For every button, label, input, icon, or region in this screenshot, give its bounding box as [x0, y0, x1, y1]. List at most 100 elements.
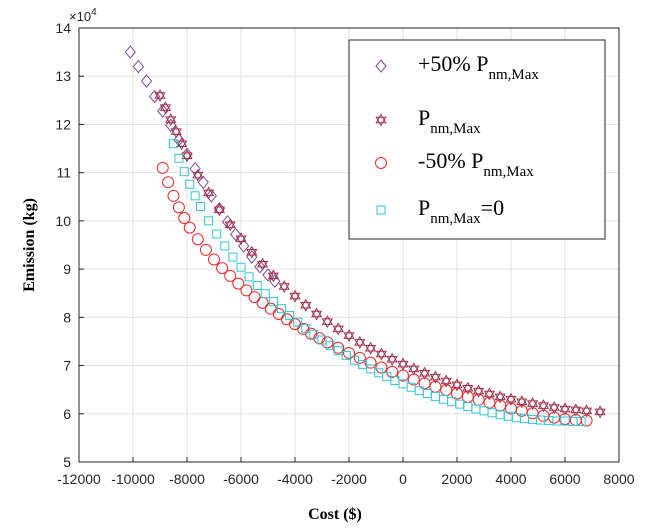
data-point — [289, 289, 301, 303]
data-point-part — [375, 347, 388, 358]
data-point — [224, 218, 236, 232]
data-point-part — [418, 366, 431, 377]
data-point — [580, 404, 593, 418]
data-point-part — [246, 245, 258, 256]
data-point — [165, 118, 177, 133]
data-point — [197, 175, 209, 190]
data-point-part — [165, 116, 177, 127]
data-point-part — [516, 395, 528, 405]
data-point — [256, 257, 269, 271]
data-point — [185, 179, 195, 189]
data-point — [178, 211, 191, 224]
data-point-part — [224, 218, 236, 228]
data-point — [537, 399, 550, 413]
data-point — [159, 101, 172, 115]
y-multiplier: ×104 — [69, 7, 97, 24]
data-point — [212, 229, 222, 239]
x-tick-label: 2000 — [441, 471, 472, 487]
data-point — [397, 357, 409, 371]
data-point — [191, 233, 204, 246]
data-point-part — [321, 318, 334, 329]
data-point-part — [213, 203, 226, 214]
data-point — [165, 113, 177, 127]
data-point-part — [440, 374, 452, 385]
y-tick-label: 9 — [63, 261, 71, 277]
data-point-part — [181, 152, 193, 163]
data-point — [240, 284, 253, 297]
data-point-part — [505, 392, 517, 403]
y-tick-label: 5 — [63, 454, 71, 470]
data-point — [196, 201, 205, 211]
legend-marker-2-part — [375, 116, 387, 127]
data-point — [301, 323, 311, 333]
data-point — [224, 269, 237, 282]
data-point-part — [375, 350, 388, 361]
legend-subscript: nm,Max — [430, 211, 481, 227]
data-point — [213, 203, 226, 217]
data-point — [576, 416, 586, 426]
x-tick-label: -8000 — [169, 471, 205, 487]
y-axis-label: Emission (kg) — [21, 198, 38, 292]
data-point — [229, 227, 242, 242]
data-point — [321, 315, 334, 329]
data-point-part — [343, 332, 355, 343]
data-point — [317, 335, 327, 345]
data-point-part — [300, 302, 312, 312]
data-point-part — [537, 399, 550, 409]
data-point-part — [332, 325, 344, 336]
data-point — [162, 176, 175, 189]
data-point — [216, 262, 229, 275]
data-point-part — [516, 398, 528, 409]
data-point — [260, 289, 270, 299]
legend-marker-1 — [375, 59, 387, 73]
data-point-part — [202, 189, 215, 200]
data-point-part — [526, 400, 539, 411]
data-point — [192, 168, 204, 182]
data-point-part — [364, 344, 377, 355]
data-point — [205, 189, 217, 203]
data-point — [235, 232, 247, 246]
x-tick-label: 6000 — [549, 471, 580, 487]
data-point — [278, 279, 290, 293]
data-point-part — [429, 370, 442, 381]
data-point — [179, 167, 189, 177]
x-tick-label: -4000 — [277, 471, 313, 487]
data-point — [124, 45, 136, 59]
data-point — [169, 139, 178, 149]
series-layer — [124, 45, 606, 427]
data-point-part — [397, 357, 409, 368]
x-tick-label: 8000 — [603, 471, 634, 487]
data-point-part — [289, 289, 301, 300]
data-point-part — [570, 406, 582, 417]
data-point-part — [537, 402, 550, 413]
data-point-part — [494, 393, 506, 404]
data-point-part — [526, 397, 539, 407]
data-point — [343, 347, 355, 360]
legend-subscript: nm,Max — [488, 67, 539, 83]
legend-marker-4 — [376, 205, 386, 215]
data-point-part — [267, 272, 280, 283]
x-tick-label: 4000 — [495, 471, 526, 487]
data-point-part — [397, 360, 409, 371]
legend-marker-2 — [375, 113, 387, 127]
data-point-part — [483, 390, 496, 401]
x-axis: -12000 -10000 -8000 -6000 -4000 -2000 0 2000 400… — [57, 457, 635, 487]
series-2 — [154, 89, 606, 419]
data-point — [364, 341, 377, 355]
data-point — [429, 370, 442, 384]
data-point — [252, 281, 262, 291]
data-point — [505, 392, 517, 406]
data-point — [277, 304, 286, 314]
data-point — [300, 298, 312, 312]
data-point — [333, 346, 343, 356]
data-point-part — [408, 365, 420, 376]
data-point-part — [559, 405, 571, 416]
data-point — [244, 272, 254, 282]
data-point-part — [159, 101, 172, 111]
data-point — [332, 341, 345, 354]
data-point — [268, 296, 278, 306]
data-point-part — [300, 298, 312, 309]
legend-subscript: nm,Max — [483, 164, 534, 180]
